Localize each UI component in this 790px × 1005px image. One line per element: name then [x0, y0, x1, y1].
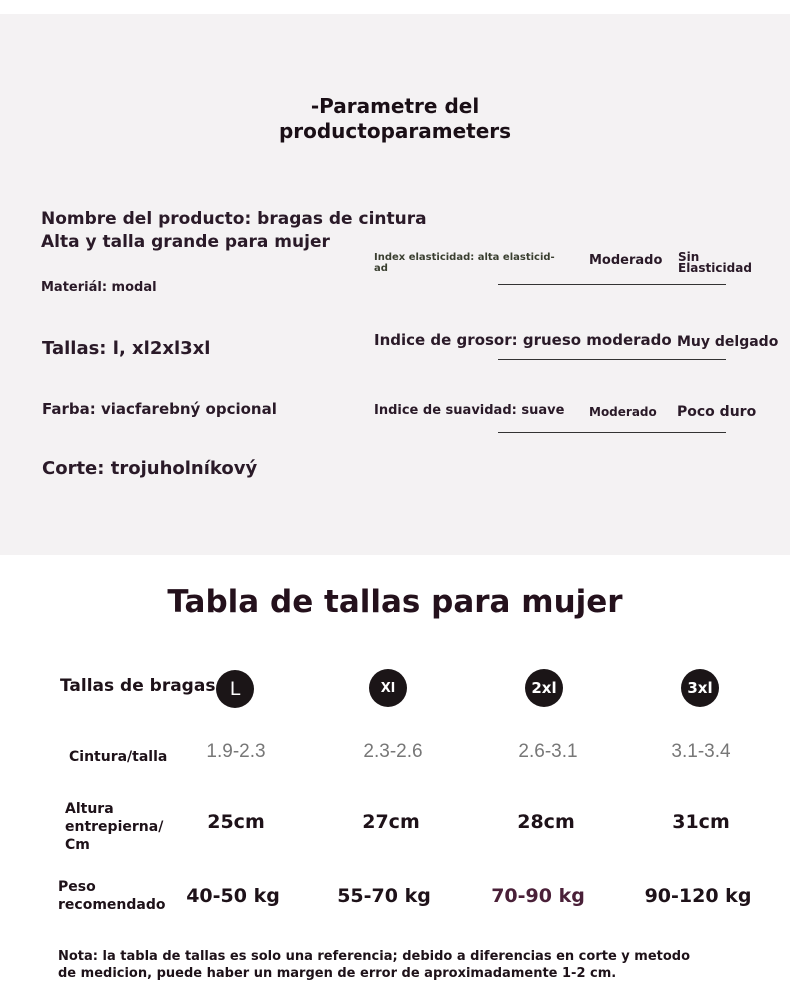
inseam-value: 25cm: [207, 811, 265, 833]
weight-value: 40-50 kg: [186, 885, 280, 907]
softness-scale-line: [498, 432, 726, 433]
thickness-scale-line: [498, 359, 726, 360]
waist-value: 2.6-3.1: [518, 741, 578, 762]
thickness-label: Indice de grosor: grueso moderado: [374, 331, 672, 349]
size-badge-xl: Xl: [369, 669, 407, 707]
cut: Corte: trojuholníkový: [42, 458, 258, 479]
label-line: Index elasticidad: alta elasticid-: [374, 252, 555, 263]
weight-value: 55-70 kg: [337, 885, 431, 907]
title-line: -Parametre del: [310, 94, 480, 118]
color: Farba: viacfarebný opcional: [42, 400, 277, 418]
elasticity-right: Sin Elasticidad: [678, 250, 752, 275]
waist-label: Cintura/talla: [69, 749, 168, 765]
label-line: Altura: [65, 801, 114, 817]
product-name: Nombre del producto: bragas de cintura A…: [41, 208, 427, 254]
inseam-value: 27cm: [362, 811, 420, 833]
page-title: -Parametre del productoparameters: [0, 94, 790, 144]
label-line: Cm: [65, 837, 90, 853]
product-name-line: Nombre del producto: bragas de cintura: [41, 209, 427, 229]
size-badge-2xl: 2xl: [525, 669, 563, 707]
inseam-label: Altura entrepierna/ Cm: [65, 800, 163, 854]
sizes: Tallas: l, xl2xl3xl: [42, 338, 211, 359]
size-note: Nota: la tabla de tallas es solo una ref…: [58, 948, 690, 982]
label-line: Elasticidad: [678, 261, 752, 275]
label-line: entrepierna/: [65, 819, 164, 835]
softness-mid: Moderado: [589, 405, 657, 419]
weight-value: 70-90 kg: [491, 885, 585, 907]
label-line: Peso: [58, 879, 96, 895]
material: Materiál: modal: [41, 280, 157, 295]
waist-value: 2.3-2.6: [363, 741, 423, 762]
elasticity-scale-line: [498, 284, 726, 285]
weight-label: Peso recomendado: [58, 878, 165, 914]
thickness-right: Muy delgado: [677, 334, 779, 350]
waist-value: 3.1-3.4: [671, 741, 731, 762]
product-name-line: Alta y talla grande para mujer: [41, 232, 330, 252]
inseam-value: 28cm: [517, 811, 575, 833]
elasticity-label: Index elasticidad: alta elasticid- ad: [374, 252, 555, 274]
weight-value: 90-120 kg: [644, 885, 752, 907]
softness-label: Indice de suavidad: suave: [374, 403, 565, 418]
elasticity-mid: Moderado: [589, 253, 663, 268]
waist-value: 1.9-2.3: [206, 741, 266, 762]
size-badge-l: L: [216, 670, 254, 708]
size-header-label: Tallas de bragas: [60, 676, 216, 696]
softness-right: Poco duro: [677, 404, 757, 420]
label-line: ad: [374, 263, 388, 274]
inseam-value: 31cm: [672, 811, 730, 833]
note-line: Nota: la tabla de tallas es solo una ref…: [58, 949, 691, 964]
label-line: Sin: [678, 250, 700, 264]
note-line: de medicion, puede haber un margen de er…: [58, 966, 617, 981]
title-line: productoparameters: [278, 119, 512, 143]
label-line: recomendado: [58, 897, 166, 913]
size-table-title: Tabla de tallas para mujer: [167, 584, 623, 620]
size-badge-3xl: 3xl: [681, 669, 719, 707]
